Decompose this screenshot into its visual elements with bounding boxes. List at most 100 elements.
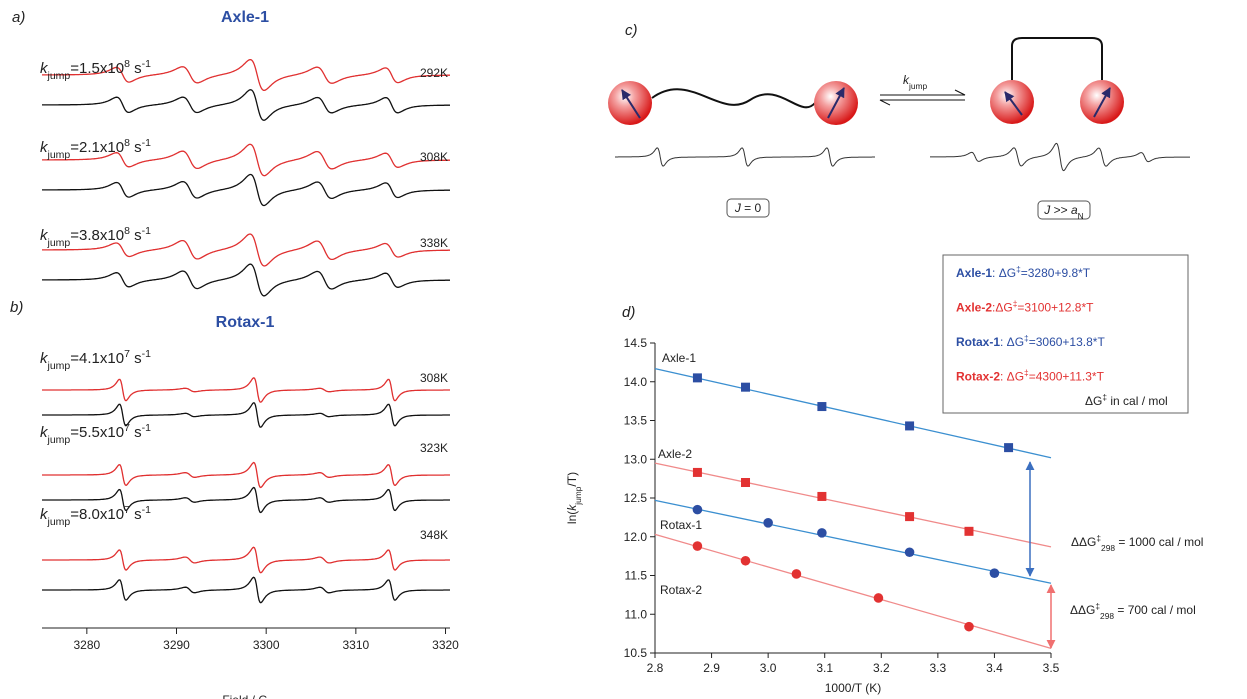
text-part: k: [565, 504, 579, 511]
data-point: [741, 478, 751, 487]
series-label: Axle-1: [662, 351, 696, 365]
text-part: Rotax-2: [956, 370, 1000, 384]
spin-arrow: [621, 89, 641, 119]
text-part: J: [1043, 203, 1051, 217]
data-point: [741, 382, 751, 392]
fit-line: [654, 533, 1052, 649]
text-part: 7: [124, 348, 130, 360]
data-point: [740, 555, 751, 566]
fit-line: [654, 367, 1052, 459]
legend-box: [942, 254, 1189, 414]
y-tick-label: 14.5: [624, 336, 648, 350]
text-part: k: [903, 73, 910, 87]
rate-label: kjump=5.5x107 s-1: [40, 422, 151, 446]
data-point: [1004, 443, 1014, 453]
text-part: /T): [565, 472, 579, 487]
text-part: 298: [1100, 611, 1114, 621]
text-part: N: [1078, 211, 1084, 221]
spectrum-black: [42, 402, 450, 428]
fit-line: [654, 462, 1052, 548]
y-axis-title: ln(kjump/T): [565, 472, 583, 524]
text-part: jump: [908, 81, 927, 91]
text-part: jump: [47, 149, 71, 161]
temperature: 338K: [420, 236, 448, 250]
fit-line: [654, 499, 1052, 584]
label-box: [1037, 200, 1091, 220]
data-point: [791, 569, 802, 579]
text-part: =3.8x10: [70, 227, 124, 244]
panel-label: a): [12, 9, 25, 26]
text-part: jump: [47, 360, 71, 372]
text-part: 298: [1101, 543, 1115, 553]
data-point: [692, 504, 703, 515]
text-part: 7: [124, 422, 130, 434]
text-part: ‡: [1096, 533, 1101, 543]
data-point: [964, 621, 974, 632]
text-part: :ΔG: [992, 301, 1013, 315]
y-tick-label: 11.0: [625, 607, 648, 621]
data-point: [904, 547, 915, 558]
text-part: a: [1071, 203, 1078, 217]
data-point: [763, 518, 773, 528]
data-point: [817, 402, 827, 412]
temperature: 308K: [420, 371, 448, 385]
rate-label: kjump=8.0x107 s-1: [40, 504, 151, 528]
text-part: ΔΔG: [1071, 535, 1096, 549]
spectrum-black: [42, 173, 450, 207]
text-part: =8.0x10: [70, 506, 124, 523]
x-tick-label: 3.0: [760, 661, 777, 675]
series-label: Rotax-1: [660, 518, 702, 532]
data-point: [692, 541, 703, 551]
text-part: s: [130, 227, 142, 244]
spectrum-red: [42, 233, 450, 267]
chart-title: Axle-1: [221, 9, 269, 26]
text-part: k: [40, 350, 49, 367]
rate-label: kjump=1.5x108 s-1: [40, 58, 151, 82]
x-tick-label: 3280: [73, 638, 100, 652]
text-part: : ΔG: [1000, 370, 1024, 384]
text-part: in cal / mol: [1107, 394, 1168, 408]
text-part: -1: [142, 137, 151, 149]
label-box: [726, 198, 770, 218]
legend-entry: Axle-2:ΔG‡=3100+12.8*T: [956, 299, 1094, 315]
text-part: 7: [124, 504, 130, 516]
text-part: ‡: [1016, 264, 1021, 274]
x-tick-label: 3.4: [986, 661, 1003, 675]
state-label: J >> aN: [1043, 203, 1083, 221]
spectrum-black: [42, 576, 450, 604]
legend-entry: Axle-1: ΔG‡=3280+9.8*T: [956, 264, 1091, 280]
y-tick-label: 10.5: [624, 646, 648, 660]
annotation: ΔΔG‡298 = 1000 cal / mol: [1071, 533, 1203, 553]
spin-arrow: [827, 87, 845, 119]
spin-arrow: [1004, 91, 1023, 116]
x-tick-label: 3310: [342, 638, 369, 652]
text-part: ΔΔG: [1070, 603, 1095, 617]
text-part: jump: [47, 516, 71, 528]
text-part: : ΔG: [992, 266, 1016, 280]
text-part: 1000/T (K): [825, 681, 881, 695]
text-part: ΔG: [1085, 394, 1102, 408]
x-tick-label: 2.8: [647, 661, 664, 675]
state-label: J = 0: [734, 201, 762, 215]
x-tick-label: 3300: [253, 638, 280, 652]
text-part: s: [130, 60, 142, 77]
text-part: =1.5x10: [70, 60, 124, 77]
text-part: k: [40, 60, 49, 77]
text-part: =3280+9.8*T: [1021, 266, 1091, 280]
text-part: -1: [142, 348, 151, 360]
text-part: = 700 cal / mol: [1114, 603, 1196, 617]
data-point: [692, 373, 702, 383]
x-tick-label: 3.3: [930, 661, 947, 675]
text-part: s: [130, 350, 142, 367]
x-tick-label: 3.2: [873, 661, 890, 675]
forward-arrow: [880, 89, 966, 96]
data-point: [964, 526, 974, 536]
temperature: 323K: [420, 441, 448, 455]
text-part: J: [734, 201, 742, 215]
y-tick-label: 11.5: [625, 569, 648, 583]
text-part: =4.1x10: [70, 350, 124, 367]
y-tick-label: 13.0: [624, 452, 648, 466]
annotation: ΔΔG‡298 = 700 cal / mol: [1070, 601, 1196, 621]
text-part: Rotax-1: [956, 335, 1000, 349]
